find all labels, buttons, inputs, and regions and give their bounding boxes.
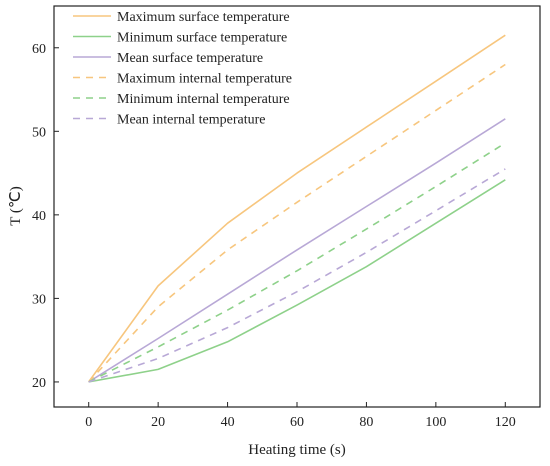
ticks-layer: 0 20 40 60 80 100 120 20 30 40 50 60 (32, 42, 516, 430)
legend: Maximum surface temperature Minimum surfa… (73, 10, 292, 128)
legend-label: Maximum surface temperature (117, 10, 290, 25)
x-tick-label: 20 (151, 415, 165, 430)
y-tick-label: 20 (32, 376, 46, 391)
plot-frame (53, 5, 541, 408)
x-tick-label: 60 (290, 415, 304, 430)
x-axis-title: Heating time (s) (248, 442, 345, 458)
series-layer (88, 34, 506, 383)
legend-label: Minimum internal temperature (117, 92, 290, 107)
y-tick-label: 60 (32, 42, 46, 57)
x-tick-label: 100 (425, 415, 446, 430)
legend-label: Minimum surface temperature (117, 31, 287, 46)
series-line-5 (88, 142, 506, 383)
series-line-4 (88, 63, 506, 383)
series-line-6 (88, 168, 506, 383)
x-tick-label: 0 (85, 415, 92, 430)
y-tick-label: 50 (32, 125, 46, 140)
legend-label: Mean internal temperature (117, 113, 265, 128)
legend-label: Mean surface temperature (117, 51, 263, 66)
series-line-2 (88, 179, 506, 383)
x-tick-label: 80 (359, 415, 373, 430)
x-tick-label: 40 (221, 415, 235, 430)
series-line-3 (88, 118, 506, 383)
x-tick-label: 120 (495, 415, 516, 430)
legend-label: Maximum internal temperature (117, 72, 292, 87)
y-tick-label: 30 (32, 292, 46, 307)
y-tick-label: 40 (32, 209, 46, 224)
y-axis-title: T (℃) (8, 186, 24, 225)
series-line-1 (88, 34, 506, 383)
